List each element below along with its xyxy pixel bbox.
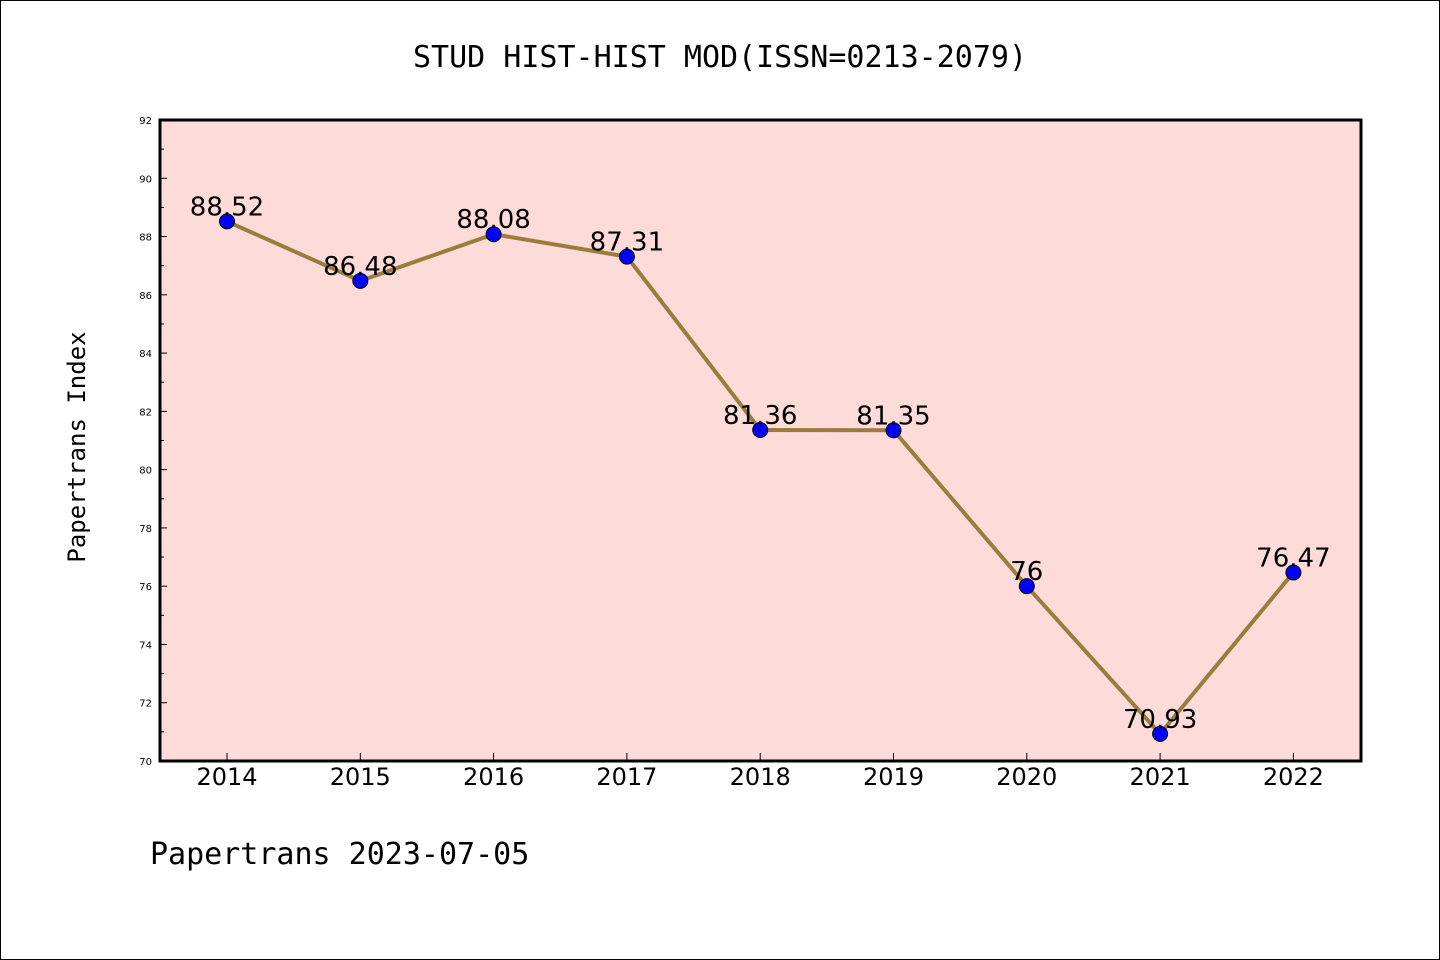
x-tick-label: 2019 xyxy=(863,763,924,791)
y-tick-label: 86 xyxy=(139,291,152,302)
data-point xyxy=(1018,578,1035,595)
x-tick-label: 2021 xyxy=(1130,763,1191,791)
data-label: 81.36 xyxy=(723,401,797,431)
y-tick-label: 80 xyxy=(139,466,152,477)
y-tick-label: 88 xyxy=(139,233,152,244)
x-tick-label: 2015 xyxy=(330,763,391,791)
y-tick-label: 84 xyxy=(139,349,152,360)
data-label: 70.93 xyxy=(1123,705,1197,735)
y-tick-label: 72 xyxy=(139,699,152,710)
plot-area xyxy=(160,120,1361,761)
data-point xyxy=(219,213,235,230)
footer-caption: Papertrans 2023-07-05 xyxy=(150,837,529,872)
data-point xyxy=(485,226,502,243)
data-point xyxy=(752,422,769,439)
y-tick-label: 78 xyxy=(139,524,152,535)
data-label: 86.48 xyxy=(323,252,397,282)
y-tick-label: 70 xyxy=(139,757,152,768)
data-point xyxy=(1152,725,1169,742)
y-axis-label: Papertrans Index xyxy=(63,331,91,562)
x-tick-label: 2018 xyxy=(730,763,791,791)
data-point xyxy=(1285,564,1302,581)
y-tick-label: 74 xyxy=(139,640,152,651)
data-label: 76 xyxy=(1010,557,1043,587)
y-axis-ticks: 70 72 74 76 78 80 82 84 86 88 90 92 xyxy=(139,116,167,768)
data-label: 88.52 xyxy=(190,192,264,222)
plot-border xyxy=(158,118,1363,763)
y-tick-label: 92 xyxy=(139,116,152,127)
data-point xyxy=(352,272,369,289)
y-tick-label: 82 xyxy=(139,407,152,418)
data-label: 88.08 xyxy=(456,205,530,235)
x-tick-label: 2016 xyxy=(463,763,524,791)
x-tick-label: 2020 xyxy=(996,763,1057,791)
y-tick-label: 76 xyxy=(139,582,152,593)
chart-title: STUD HIST-HIST MOD(ISSN=0213-2079) xyxy=(413,40,1027,75)
data-point xyxy=(885,422,902,439)
data-label: 81.35 xyxy=(856,401,930,431)
x-tick-label: 2017 xyxy=(596,763,657,791)
x-tick-label: 2022 xyxy=(1263,763,1324,791)
series-group xyxy=(219,213,1302,742)
x-axis-ticks: 2014 2015 2016 2017 2018 2019 2020 2021 2022 xyxy=(196,753,1324,791)
data-label: 76.47 xyxy=(1256,543,1330,573)
data-label: 87.31 xyxy=(590,228,664,258)
y-tick-label: 90 xyxy=(139,174,152,185)
data-point xyxy=(618,248,635,265)
x-tick-label: 2014 xyxy=(196,763,257,791)
data-labels: 88.52 86.48 88.08 87.31 81.36 81.35 76 70.93 76.… xyxy=(190,192,1331,735)
